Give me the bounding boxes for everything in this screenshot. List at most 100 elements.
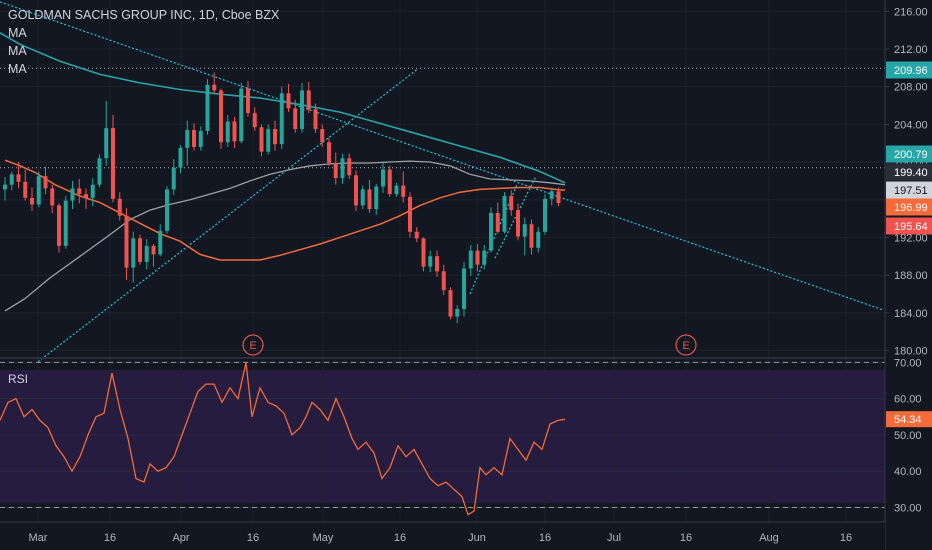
price-tick-label: 188.00 bbox=[894, 270, 928, 282]
price-badges: 209.96 200.79 199.40 197.51 196.99 195.64 bbox=[886, 61, 932, 235]
candle-body bbox=[556, 191, 561, 204]
candle-body bbox=[36, 176, 41, 205]
candle-body bbox=[259, 127, 264, 152]
rsi-tick-label: 50.00 bbox=[894, 430, 922, 442]
price-tick-label: 192.00 bbox=[894, 232, 928, 244]
candle-body bbox=[70, 188, 75, 201]
candle-body bbox=[340, 158, 345, 179]
candle-body bbox=[327, 142, 331, 163]
candle-body bbox=[63, 200, 68, 246]
candle-body bbox=[313, 109, 318, 130]
candle-body bbox=[448, 290, 453, 317]
candle-body bbox=[455, 309, 460, 317]
price-badge-label: 195.64 bbox=[894, 221, 928, 233]
moving-averages bbox=[0, 32, 566, 312]
candle-body bbox=[158, 230, 163, 255]
candle-body bbox=[77, 188, 82, 195]
price-badge-label: 197.51 bbox=[894, 185, 928, 197]
price-badge-label: 199.40 bbox=[894, 167, 928, 179]
candle-body bbox=[111, 128, 115, 199]
candle-body bbox=[192, 130, 196, 147]
rsi-value-badge bbox=[886, 411, 932, 428]
candle-body bbox=[3, 184, 7, 190]
rsi-tick-label: 40.00 bbox=[894, 466, 922, 478]
time-tick-label: Apr bbox=[172, 532, 189, 544]
candle-body bbox=[408, 196, 412, 232]
price-tick-label: 212.00 bbox=[894, 44, 928, 56]
candle-body bbox=[394, 185, 399, 195]
candle-body bbox=[502, 195, 507, 232]
candle-body bbox=[178, 147, 183, 168]
candle-body bbox=[387, 169, 392, 195]
candle-body bbox=[151, 245, 156, 255]
time-tick-label: 16 bbox=[394, 532, 406, 544]
candle-body bbox=[543, 198, 547, 232]
candle-body bbox=[360, 189, 365, 206]
candle-body bbox=[529, 224, 534, 248]
candle-body bbox=[165, 189, 169, 231]
candle-body bbox=[354, 175, 358, 206]
time-axis[interactable] bbox=[0, 522, 885, 550]
candle-body bbox=[225, 121, 230, 143]
price-badge-label: 209.96 bbox=[894, 65, 928, 77]
time-tick-label: Jun bbox=[468, 532, 486, 544]
candle-body bbox=[435, 256, 439, 272]
candle-body bbox=[104, 128, 109, 159]
candle-body bbox=[320, 129, 325, 143]
time-tick-label: 16 bbox=[680, 532, 692, 544]
candle-body bbox=[252, 113, 257, 128]
rsi-axis-ticks: 70.00 60.00 50.00 40.00 30.00 54.34 bbox=[886, 357, 932, 514]
price-tick-label: 204.00 bbox=[894, 119, 928, 131]
rsi-indicator-label[interactable]: RSI bbox=[8, 372, 29, 386]
rsi-band bbox=[0, 370, 885, 503]
symbol-title[interactable]: GOLDMAN SACHS GROUP INC, 1D, Cboe BZX bbox=[8, 8, 280, 22]
price-badge bbox=[886, 217, 932, 235]
price-badge-label: 196.99 bbox=[894, 202, 928, 214]
price-tick-label: 184.00 bbox=[894, 308, 928, 320]
candle-body bbox=[401, 185, 406, 197]
candle-body bbox=[347, 158, 352, 176]
time-tick-label: Mar bbox=[29, 532, 48, 544]
candle-body bbox=[97, 158, 102, 185]
candle-body bbox=[232, 121, 237, 142]
candle-body bbox=[468, 250, 473, 269]
candle-body bbox=[333, 162, 338, 179]
candle-body bbox=[212, 84, 217, 91]
candle-body bbox=[293, 108, 298, 130]
candle-body bbox=[549, 191, 554, 199]
rsi-pane bbox=[0, 370, 885, 503]
candle-body bbox=[536, 231, 541, 248]
trendline bbox=[494, 175, 537, 259]
earnings-marker-label: E bbox=[682, 340, 689, 352]
candle-body bbox=[50, 188, 55, 206]
time-tick-label: Jul bbox=[607, 532, 621, 544]
price-tick-label: 208.00 bbox=[894, 82, 928, 94]
ma-indicator-3[interactable]: MA bbox=[8, 62, 27, 76]
price-badge bbox=[886, 61, 932, 79]
candle-body bbox=[138, 238, 142, 262]
candle-body bbox=[246, 88, 250, 114]
candle-body bbox=[428, 256, 433, 267]
price-tick-label: 180.00 bbox=[894, 345, 928, 357]
candle-body bbox=[23, 181, 28, 198]
candle-body bbox=[185, 130, 190, 148]
price-axis[interactable] bbox=[885, 0, 932, 550]
candle-body bbox=[489, 212, 493, 251]
trendlines[interactable] bbox=[0, 1, 884, 363]
candle-body bbox=[30, 197, 34, 205]
time-tick-label: 16 bbox=[247, 532, 259, 544]
candle-body bbox=[171, 167, 176, 190]
candle-body bbox=[16, 174, 21, 182]
candle-body bbox=[205, 84, 210, 131]
ma-indicator-2[interactable]: MA bbox=[8, 44, 27, 58]
candle-body bbox=[522, 224, 527, 237]
candle-body bbox=[475, 250, 480, 265]
rsi-tick-label: 70.00 bbox=[894, 357, 922, 369]
candle-body bbox=[90, 184, 95, 198]
ma-indicator-1[interactable]: MA bbox=[8, 26, 27, 40]
price-badge bbox=[886, 145, 932, 163]
ma-line-mid bbox=[4, 160, 566, 312]
candle-body bbox=[266, 129, 271, 152]
